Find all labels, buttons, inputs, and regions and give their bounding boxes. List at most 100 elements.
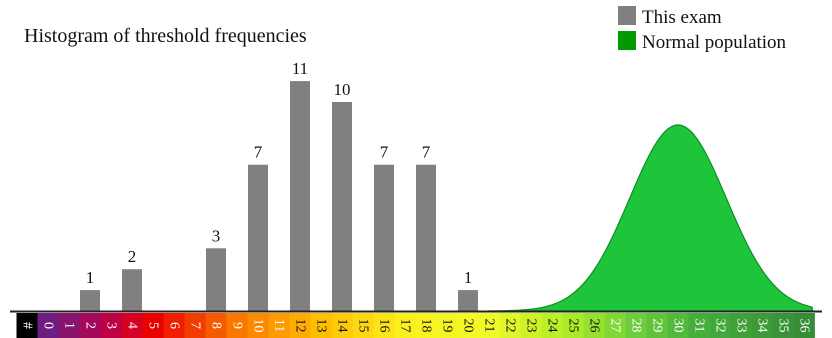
scale-label-8: 8 — [209, 322, 224, 329]
scale-cell-16 — [373, 313, 395, 338]
histogram-bar-14 — [332, 102, 352, 311]
scale-cell-0 — [37, 313, 59, 338]
scale-cell-2 — [79, 313, 101, 338]
scale-cell-18 — [415, 313, 437, 338]
scale-cell-1 — [58, 313, 80, 338]
scale-cell-15 — [352, 313, 374, 338]
scale-label-30: 30 — [671, 319, 686, 333]
bar-value-label-18: 7 — [422, 143, 431, 162]
scale-label-20: 20 — [461, 319, 476, 333]
legend: This exam Normal population — [618, 6, 787, 53]
histogram-bar-2 — [80, 290, 100, 311]
scale-cell-25 — [562, 313, 584, 338]
scale-label-35: 35 — [776, 319, 791, 333]
scale-cell-11 — [268, 313, 290, 338]
scale-label-16: 16 — [377, 319, 392, 333]
bar-value-label-4: 2 — [128, 247, 137, 266]
scale-label-23: 23 — [524, 319, 539, 333]
scale-cell-14 — [331, 313, 353, 338]
scale-label-2: 2 — [83, 322, 98, 329]
scale-label-0: 0 — [41, 322, 56, 329]
scale-label-32: 32 — [713, 319, 728, 333]
bar-value-label-10: 7 — [254, 143, 263, 162]
scale-label-7: 7 — [188, 322, 203, 329]
scale-cell-7 — [184, 313, 206, 338]
bar-value-label-2: 1 — [86, 268, 95, 287]
bar-value-label-8: 3 — [212, 226, 221, 245]
scale-label-10: 10 — [251, 319, 266, 333]
chart-title: Histogram of threshold frequencies — [24, 25, 307, 47]
normal-population-curve — [488, 124, 814, 312]
histogram-bar-8 — [206, 248, 226, 311]
scale-cell-31 — [688, 313, 710, 338]
histogram-bar-18 — [416, 164, 436, 311]
scale-cell-23 — [520, 313, 542, 338]
scale-label-13: 13 — [314, 319, 329, 333]
scale-label-36: 36 — [797, 319, 812, 333]
scale-label-1: 1 — [62, 322, 77, 329]
scale-label-27: 27 — [608, 319, 623, 333]
scale-cell-3 — [100, 313, 122, 338]
scale-cell-19 — [436, 313, 458, 338]
scale-label-5: 5 — [146, 322, 161, 329]
bar-value-label-16: 7 — [380, 143, 389, 162]
scale-cell-20 — [457, 313, 479, 338]
scale-label-11: 11 — [272, 319, 287, 332]
scale-cell-30 — [667, 313, 689, 338]
scale-label-31: 31 — [692, 319, 707, 333]
scale-cell-10 — [247, 313, 269, 338]
legend-swatch-normal-population — [618, 31, 636, 50]
scale-cell-4 — [121, 313, 143, 338]
histogram-bar-20 — [458, 290, 478, 311]
scale-label-15: 15 — [356, 319, 371, 333]
legend-swatch-this-exam — [618, 6, 636, 25]
scale-cell-28 — [625, 313, 647, 338]
scale-cell-36 — [793, 313, 815, 338]
scale-cell-22 — [499, 313, 521, 338]
scale-label-19: 19 — [440, 319, 455, 333]
scale-cell-33 — [730, 313, 752, 338]
scale-cell-29 — [646, 313, 668, 338]
scale-label-29: 29 — [650, 319, 665, 333]
legend-label-this-exam: This exam — [642, 7, 722, 28]
legend-label-normal-population: Normal population — [642, 32, 787, 53]
scale-cell-5 — [142, 313, 164, 338]
scale-cell-32 — [709, 313, 731, 338]
scale-cell-24 — [541, 313, 563, 338]
scale-label-28: 28 — [629, 319, 644, 333]
scale-label-18: 18 — [419, 319, 434, 333]
histogram-bar-4 — [122, 269, 142, 311]
bar-value-label-14: 10 — [334, 80, 351, 99]
bar-value-label-12: 11 — [292, 59, 308, 78]
scale-label-33: 33 — [734, 319, 749, 333]
scale-label-12: 12 — [293, 319, 308, 333]
threshold-color-scale: #0 1 2 3 4 5 6 7 8 9 10 11 12 13 14 15 16 17 18 19 20 21 22 23 2… — [16, 313, 815, 338]
histogram-bar-12 — [290, 81, 310, 311]
scale-label-3: 3 — [104, 322, 119, 329]
scale-label-24: 24 — [545, 319, 560, 333]
scale-label-26: 26 — [587, 319, 602, 333]
scale-cell-17 — [394, 313, 416, 338]
scale-label-22: 22 — [503, 319, 518, 333]
histogram-bar-16 — [374, 164, 394, 311]
scale-cell-12 — [289, 313, 311, 338]
scale-cell-13 — [310, 313, 332, 338]
scale-cell-34 — [751, 313, 773, 338]
bar-value-label-20: 1 — [464, 268, 473, 287]
scale-label-21: 21 — [482, 319, 497, 333]
this-exam-bars-layer: 1 2 3 7 11 10 7 7 1 — [10, 59, 822, 313]
scale-cell-hash — [16, 313, 38, 338]
scale-cell-26 — [583, 313, 605, 338]
scale-cell-6 — [163, 313, 185, 338]
scale-label-14: 14 — [335, 319, 350, 333]
scale-cell-8 — [205, 313, 227, 338]
scale-cell-9 — [226, 313, 248, 338]
normal-population-layer — [488, 124, 814, 312]
scale-label-9: 9 — [230, 322, 245, 329]
scale-label-17: 17 — [398, 319, 413, 333]
scale-label-25: 25 — [566, 319, 581, 333]
scale-cell-35 — [772, 313, 794, 338]
histogram-bar-10 — [248, 164, 268, 311]
scale-label-hash: # — [20, 322, 35, 329]
